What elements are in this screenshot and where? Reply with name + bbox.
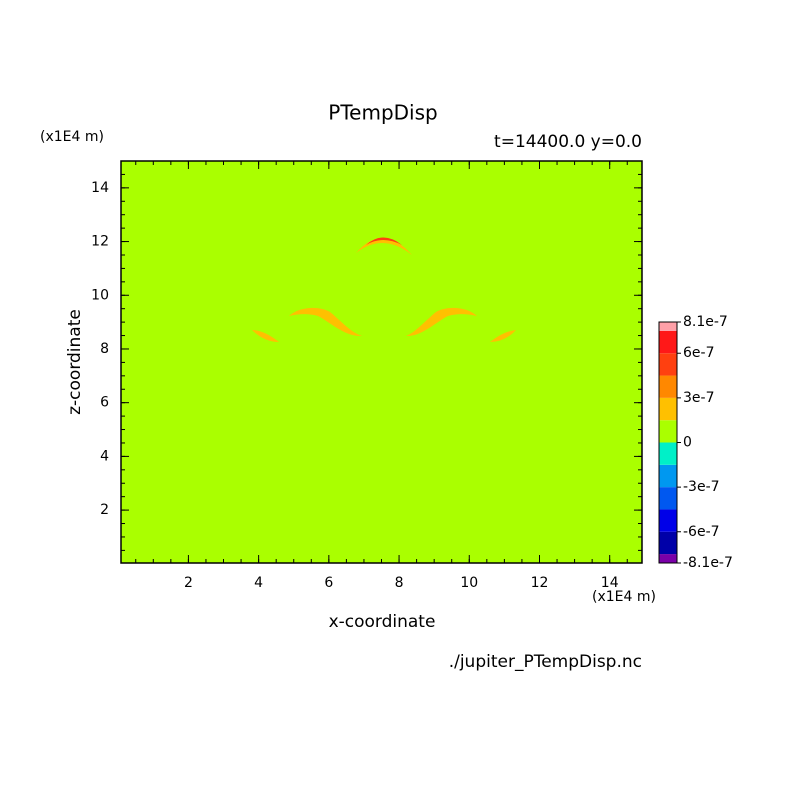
contour-background — [121, 161, 642, 563]
colorbar-tick-label: -6e-7 — [683, 524, 720, 540]
contour-region — [366, 237, 402, 245]
x-tick-label: 14 — [601, 575, 619, 591]
x-tick-label: 4 — [254, 575, 263, 591]
chart-title: PTempDisp — [328, 101, 437, 125]
colorbar-swatch — [659, 353, 677, 376]
y-unit: (x1E4 m) — [40, 129, 104, 145]
colorbar-tick-label: 6e-7 — [683, 345, 714, 361]
y-tick-label: 12 — [91, 234, 109, 250]
y-tick-label: 14 — [91, 180, 109, 196]
y-tick-label: 10 — [91, 287, 109, 303]
colorbar-tick-label: -3e-7 — [683, 479, 720, 495]
contour-region — [289, 307, 362, 337]
colorbar-tick-label: 0 — [683, 435, 692, 451]
x-tick-label: 12 — [531, 575, 549, 591]
colorbar-swatch — [659, 420, 677, 443]
x-unit: (x1E4 m) — [592, 589, 656, 605]
colorbar-swatch — [659, 487, 677, 510]
colorbar-swatch — [659, 322, 677, 331]
x-tick-label: 2 — [184, 575, 193, 591]
x-tick-label: 10 — [460, 575, 478, 591]
y-tick-label: 6 — [100, 395, 109, 411]
colorbar-swatch — [659, 375, 677, 398]
colorbar-swatch — [659, 509, 677, 532]
chart-subtitle: t=14400.0 y=0.0 — [494, 132, 642, 152]
x-axis-label: x-coordinate — [329, 612, 436, 632]
contour-region — [406, 307, 477, 337]
colorbar-swatch — [659, 397, 677, 421]
colorbar-tick-label: -8.1e-7 — [683, 555, 733, 571]
x-tick-label: 8 — [395, 575, 404, 591]
colorbar-tick-label: 3e-7 — [683, 390, 714, 406]
contour-region — [490, 330, 516, 342]
y-axis-label: z-coordinate — [65, 309, 85, 415]
contour-region — [252, 330, 279, 342]
source-label: ./jupiter_PTempDisp.nc — [449, 652, 642, 672]
y-tick-label: 2 — [100, 502, 109, 518]
colorbar-tick-label: 8.1e-7 — [683, 314, 728, 330]
y-tick-label: 8 — [100, 341, 109, 357]
y-tick-label: 4 — [100, 448, 109, 464]
plot-area — [120, 160, 643, 564]
x-tick-label: 6 — [324, 575, 333, 591]
colorbar-swatch — [659, 330, 677, 354]
colorbar-swatch — [659, 531, 677, 555]
colorbar-swatch — [659, 442, 677, 465]
colorbar-swatch — [659, 554, 677, 563]
colorbar-swatch — [659, 464, 677, 488]
